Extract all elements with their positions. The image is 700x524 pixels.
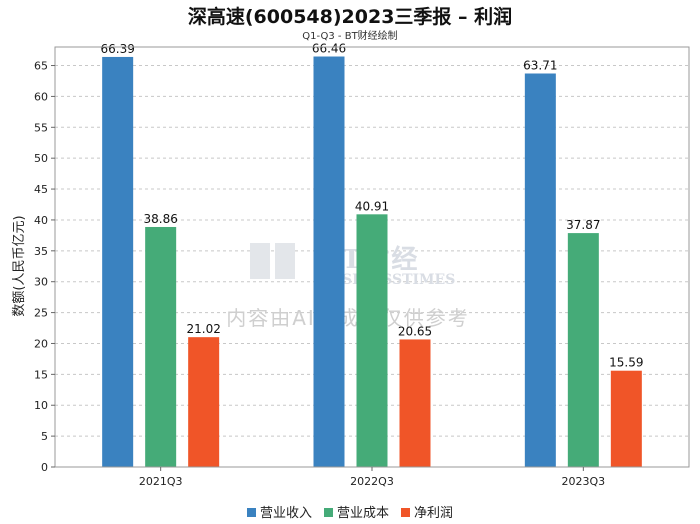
legend-item: 净利润 — [401, 502, 453, 521]
data-label: 66.39 — [100, 42, 134, 56]
chart-title: 深高速(600548)2023三季报 – 利润 — [187, 6, 513, 28]
bars: 66.39 38.86 21.02 66.46 40.91 20.65 63.71 37.87… — [100, 42, 644, 467]
data-label: 66.46 — [312, 42, 346, 56]
bar — [356, 214, 388, 467]
legend-label: 营业成本 — [336, 506, 389, 521]
data-label: 20.65 — [398, 324, 432, 338]
legend-item: 营业收入 — [246, 502, 312, 521]
bar — [567, 233, 599, 467]
data-label: 40.91 — [355, 199, 389, 213]
y-tick-label: 25 — [34, 307, 48, 320]
bar — [188, 337, 220, 467]
y-tick-label: 0 — [41, 461, 48, 474]
axes: 0 5 10 15 20 25 30 35 40 45 50 55 60 65 2021Q3 2022Q3 20… — [34, 46, 690, 488]
bar — [102, 56, 134, 467]
x-tick-label: 2022Q3 — [350, 475, 394, 488]
y-tick-label: 5 — [41, 430, 48, 443]
y-tick-label: 50 — [34, 152, 48, 165]
legend-label: 营业收入 — [259, 506, 312, 521]
watermark-notice: 内容由AI生成，仅供参考 — [226, 306, 470, 330]
y-tick-label: 35 — [34, 245, 48, 258]
chart-subtitle: Q1-Q3 - BT财经绘制 — [302, 31, 398, 42]
bar — [399, 339, 431, 467]
y-tick-label: 20 — [34, 337, 48, 350]
data-label: 15.59 — [609, 356, 643, 370]
y-tick-label: 45 — [34, 183, 48, 196]
data-label: 37.87 — [566, 218, 600, 232]
x-tick-label: 2023Q3 — [562, 475, 606, 488]
y-tick-label: 60 — [34, 90, 48, 103]
y-tick-label: 65 — [34, 60, 48, 73]
legend-swatch — [401, 508, 410, 517]
y-tick-label: 10 — [34, 399, 48, 412]
legend-swatch — [246, 508, 256, 517]
y-tick-label: 30 — [34, 276, 48, 289]
y-axis-label: 数额(人民币亿元) — [12, 215, 27, 316]
legend-item: 营业成本 — [323, 502, 389, 521]
bar — [610, 370, 642, 467]
legend: 营业收入 营业成本 净利润 — [0, 502, 700, 521]
x-tick-label: 2021Q3 — [139, 475, 183, 488]
bar — [313, 56, 345, 467]
y-tick-label: 40 — [34, 214, 48, 227]
data-label: 38.86 — [143, 212, 177, 226]
legend-label: 净利润 — [414, 506, 454, 521]
y-tick-label: 15 — [34, 368, 48, 381]
bar — [524, 73, 556, 467]
y-tick-label: 55 — [34, 121, 48, 134]
data-label: 63.71 — [523, 58, 557, 72]
watermark: BT财经 BUSINESSTIMES 内容由AI生成，仅供参考 — [226, 243, 470, 330]
bar — [145, 226, 177, 467]
legend-swatch — [323, 508, 333, 517]
data-label: 21.02 — [186, 322, 220, 336]
